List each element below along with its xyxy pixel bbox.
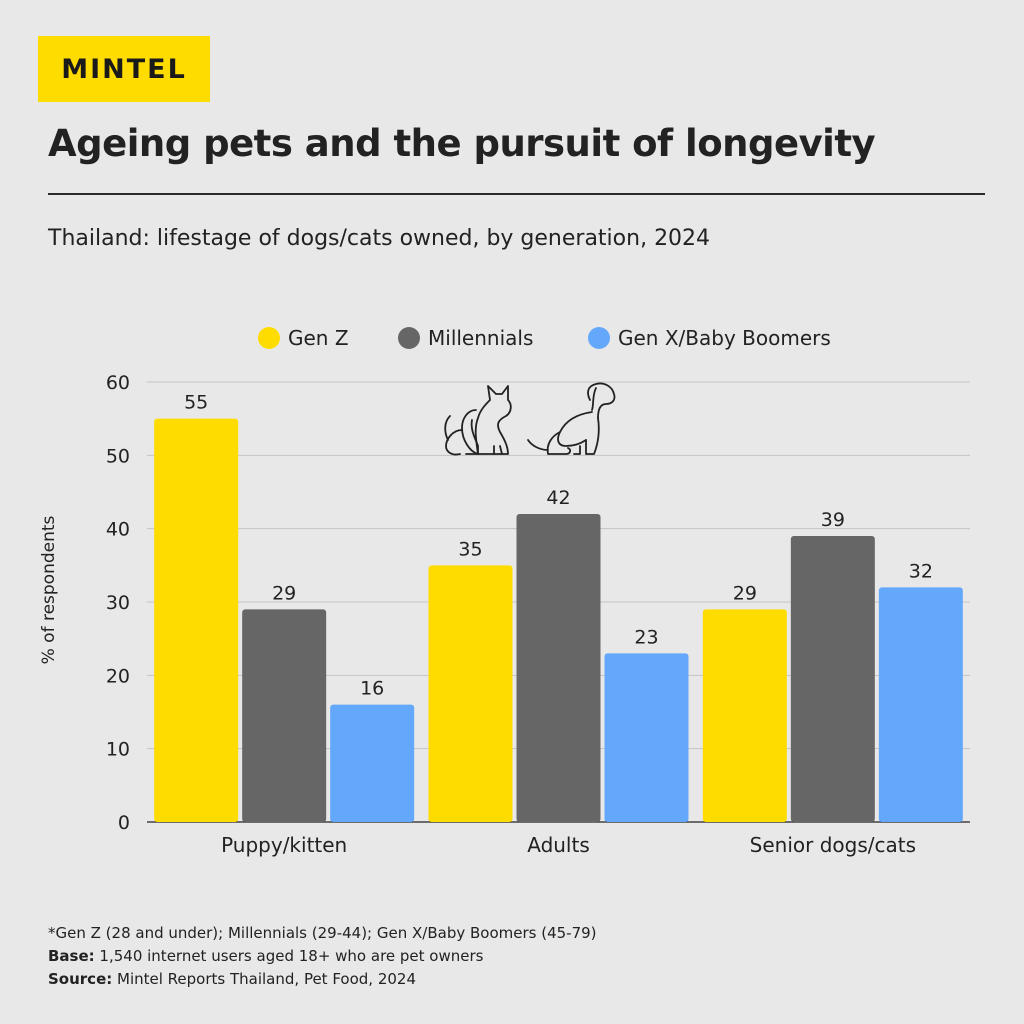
legend-swatch: [588, 327, 610, 349]
base-label: Base:: [48, 947, 95, 965]
chart-subtitle: Thailand: lifestage of dogs/cats owned, …: [48, 226, 711, 251]
data-label: 23: [634, 626, 658, 648]
bar: [790, 536, 875, 822]
mintel-logo: MINTEL: [38, 36, 210, 102]
legend-label: Gen Z: [288, 326, 349, 350]
data-label: 35: [458, 538, 482, 560]
y-axis-ticks: 0 10 20 30 40 50 60: [106, 372, 130, 834]
legend-label: Gen X/Baby Boomers: [618, 326, 831, 350]
data-label: 55: [184, 392, 208, 414]
footnotes: *Gen Z (28 and under); Millennials (29-4…: [48, 922, 597, 991]
chart-bars: [154, 418, 963, 822]
footnote-base: Base: 1,540 internet users aged 18+ who …: [48, 945, 597, 968]
data-label: 42: [546, 487, 570, 509]
legend-label: Millennials: [428, 326, 533, 350]
legend-swatch: [258, 327, 280, 349]
footnote-source: Source: Mintel Reports Thailand, Pet Foo…: [48, 968, 597, 991]
y-tick-label: 50: [106, 445, 130, 467]
y-axis-label: % of respondents: [39, 515, 59, 664]
bar: [154, 418, 239, 822]
x-tick-label: Puppy/kitten: [221, 833, 347, 857]
x-tick-label: Senior dogs/cats: [750, 833, 916, 857]
logo-text: MINTEL: [61, 53, 187, 85]
title-divider: [48, 193, 985, 195]
y-tick-label: 20: [106, 665, 130, 687]
y-tick-label: 40: [106, 519, 130, 541]
y-tick-label: 0: [118, 812, 130, 834]
bar: [604, 653, 689, 822]
data-label: 16: [360, 678, 384, 700]
x-tick-label: Adults: [527, 833, 590, 857]
y-tick-label: 30: [106, 592, 130, 614]
chart-legend: Gen Z Millennials Gen X/Baby Boomers: [258, 326, 831, 350]
x-axis-ticks: Puppy/kitten Adults Senior dogs/cats: [221, 833, 916, 857]
bar: [702, 609, 787, 822]
data-labels: 55 29 16 35 42 23 29 39 32: [184, 392, 933, 700]
source-text: Mintel Reports Thailand, Pet Food, 2024: [112, 970, 417, 988]
data-label: 32: [909, 560, 933, 582]
y-tick-label: 10: [106, 739, 130, 761]
bar: [516, 514, 601, 822]
y-tick-label: 60: [106, 372, 130, 394]
data-label: 29: [272, 582, 296, 604]
bar: [428, 565, 513, 822]
legend-swatch: [398, 327, 420, 349]
page-title: Ageing pets and the pursuit of longevity: [48, 122, 876, 165]
bar: [878, 587, 963, 822]
dog-icon: [527, 382, 616, 455]
data-label: 29: [733, 582, 757, 604]
data-label: 39: [821, 509, 845, 531]
bar: [330, 704, 415, 822]
bar: [242, 609, 327, 822]
source-label: Source:: [48, 970, 113, 988]
cat-icon: [444, 385, 512, 456]
footnote-definition: *Gen Z (28 and under); Millennials (29-4…: [48, 924, 597, 942]
base-text: 1,540 internet users aged 18+ who are pe…: [94, 947, 484, 965]
